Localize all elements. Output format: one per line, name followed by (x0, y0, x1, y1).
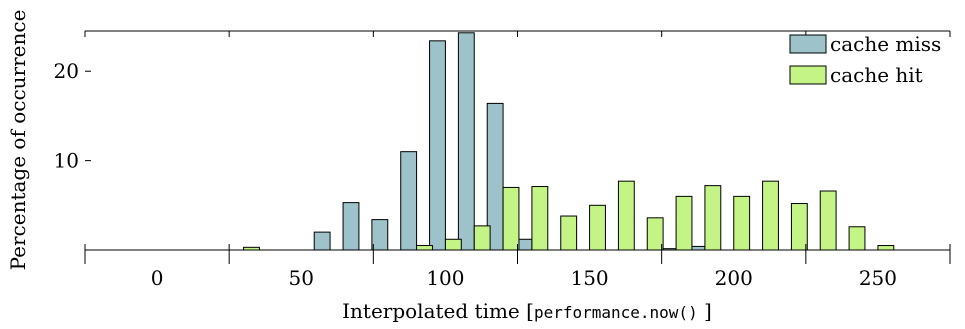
x-axis-label-prefix: Interpolated time [ (342, 299, 534, 323)
cache-hit-bar (733, 195, 751, 251)
x-axis-label-code: performance.now() (534, 303, 698, 322)
x-tick-label: 150 (570, 266, 608, 290)
x-axis-label-suffix: ] (698, 299, 712, 323)
cache-hit-bar (416, 245, 433, 251)
cache-miss-bar (457, 32, 475, 251)
cache-hit-bar (790, 203, 808, 251)
cache-miss-bar (313, 231, 331, 251)
cache-hit-bar (704, 185, 722, 251)
cache-hit-legend-label: cache hit (830, 63, 923, 87)
x-tick-label: 0 (151, 266, 164, 290)
cache-hit-bar (531, 186, 549, 251)
cache-hit-bar (877, 245, 895, 251)
x-ticks: 0 50 100 150 200 250 (84, 31, 951, 290)
cache-hit-bar (502, 186, 520, 251)
cache-hit-bar (762, 180, 779, 251)
cache-miss-legend-swatch (789, 34, 827, 54)
cache-hit-legend-swatch (789, 65, 827, 85)
cache-hit-bar (444, 238, 462, 251)
cache-miss-legend-label: cache miss (830, 32, 941, 56)
cache-hit-bar (848, 226, 866, 251)
cache-miss-bar (371, 219, 389, 251)
legend: cache miss cache hit (789, 32, 941, 87)
x-tick-label: 100 (426, 266, 464, 290)
y-ticks: 10 20 (54, 59, 91, 173)
cache-miss-bar (400, 151, 418, 251)
cache-hit-bar (589, 204, 606, 251)
cache-miss-bar (429, 40, 446, 251)
x-axis-label: Interpolated time [performance.now() ] (342, 299, 712, 323)
y-tick-label: 20 (54, 59, 79, 83)
cache-hit-bar (675, 195, 693, 251)
cache-hit-bar (473, 225, 491, 251)
x-tick-label: 200 (715, 266, 753, 290)
x-tick-label: 250 (859, 266, 897, 290)
bars-layer (243, 32, 895, 251)
y-tick-label: 10 (54, 149, 79, 173)
cache-hit-bar (646, 217, 664, 251)
x-tick-label: 50 (289, 266, 314, 290)
y-axis-label: Percentage of occurrence (6, 10, 30, 271)
cache-miss-bar (342, 202, 360, 251)
cache-hit-bar (617, 180, 635, 251)
cache-hit-bar (560, 215, 578, 251)
cache-hit-bar (819, 190, 837, 251)
